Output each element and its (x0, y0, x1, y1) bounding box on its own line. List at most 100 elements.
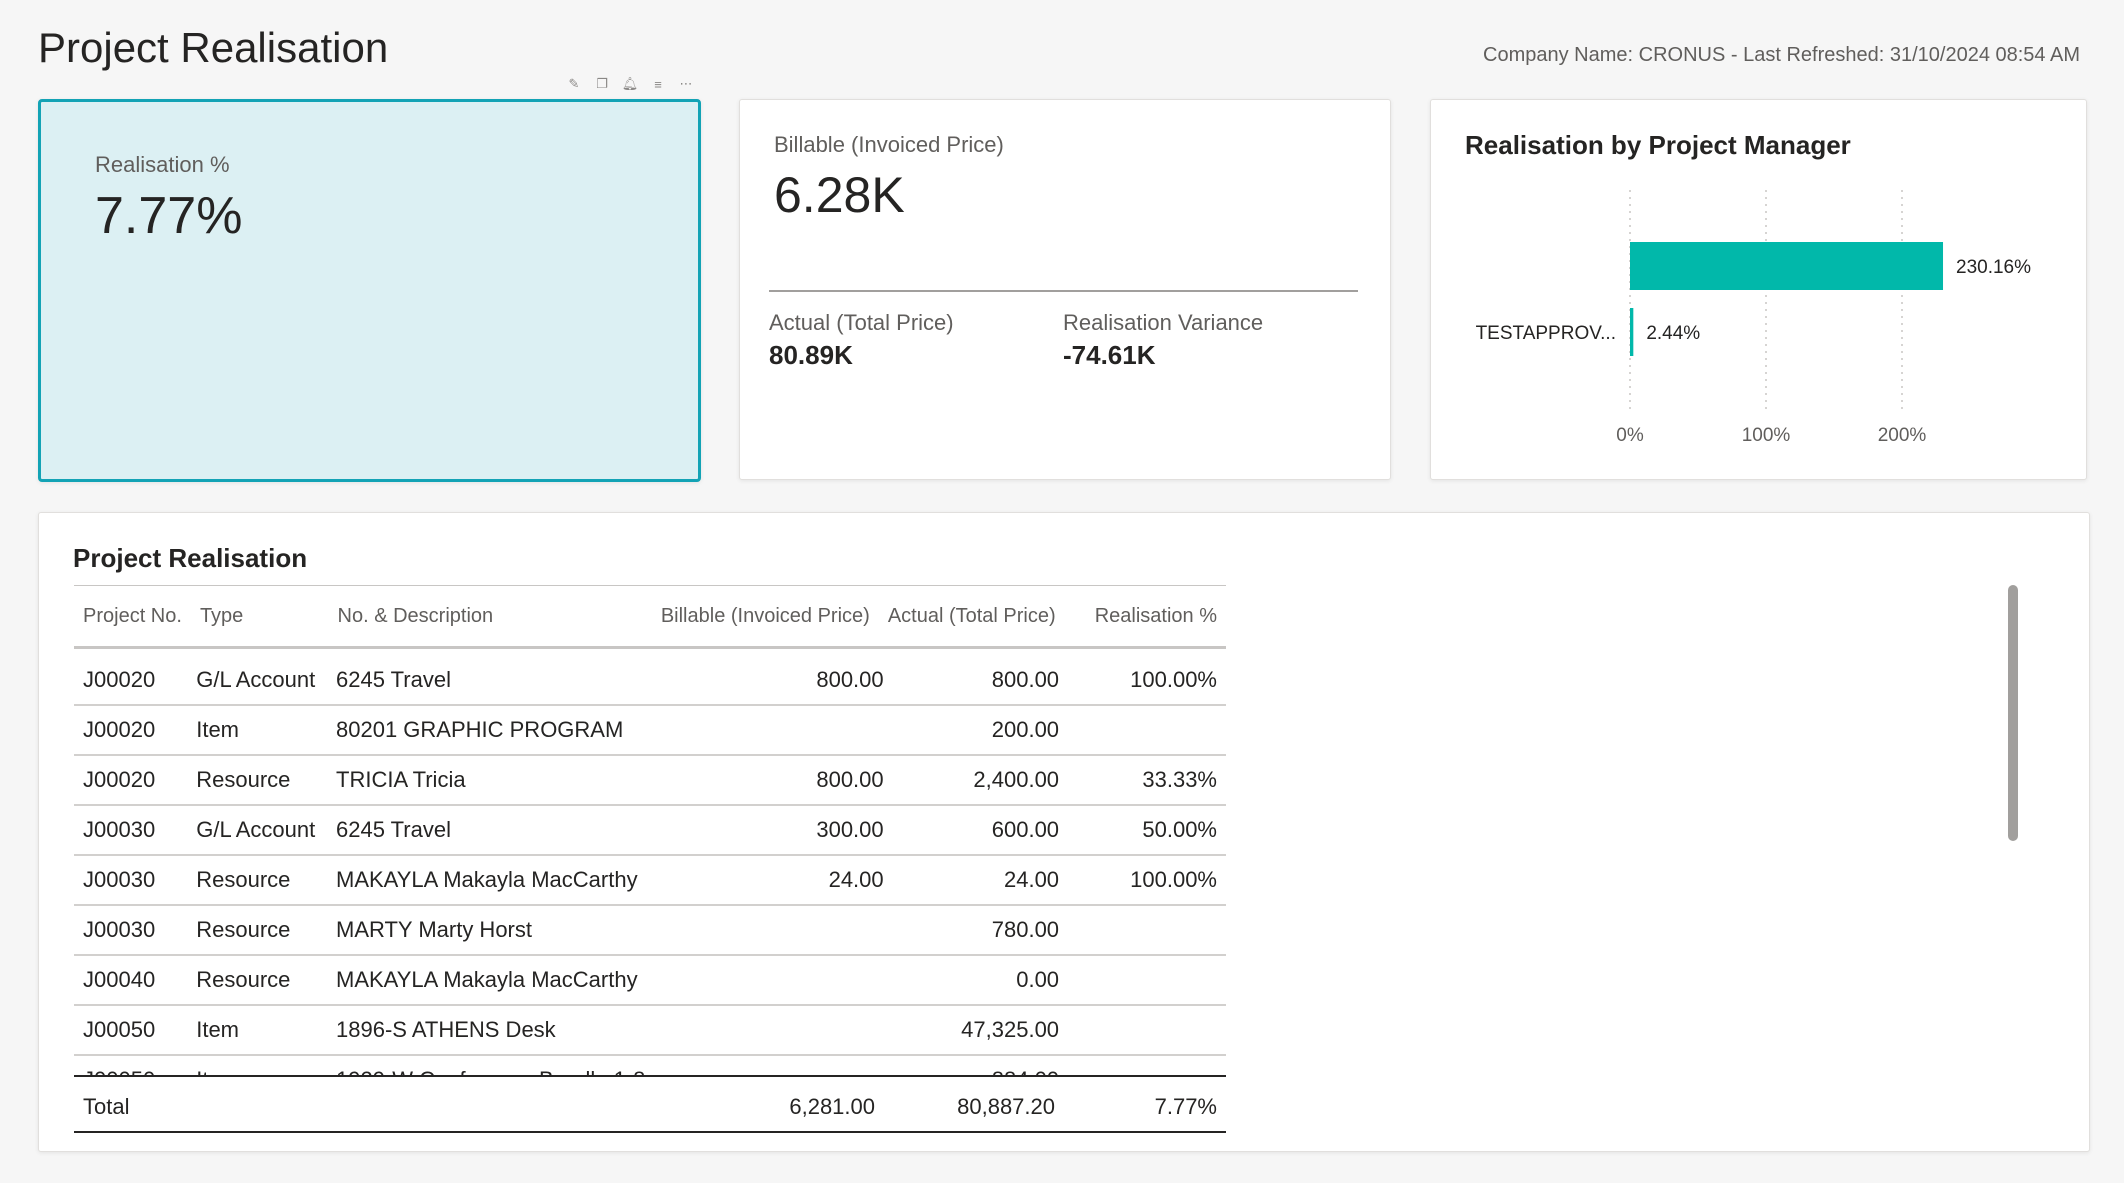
pin-icon[interactable]: ✎ (562, 73, 586, 95)
table-cell: J00030 (74, 805, 188, 856)
table-cell (654, 955, 893, 1006)
table-cell (654, 705, 893, 756)
table-cell: 800.00 (654, 649, 893, 706)
table-cell (654, 1055, 893, 1075)
table-cell (1068, 955, 1226, 1006)
column-header[interactable]: Type (190, 585, 329, 649)
table-cell: J00020 (74, 649, 188, 706)
page-title: Project Realisation (38, 24, 389, 71)
total-cell: 7.77% (1064, 1075, 1226, 1133)
table-cell: 100.00% (1068, 855, 1226, 906)
table-cell: Resource (187, 855, 327, 906)
table-cell: 884.00 (892, 1055, 1069, 1075)
column-header[interactable]: Actual (Total Price) (878, 585, 1065, 649)
total-cell: 6,281.00 (634, 1075, 884, 1133)
table-cell: 800.00 (892, 649, 1069, 706)
table-cell (1068, 705, 1226, 756)
table-cell: 6245 Travel (327, 805, 655, 856)
table-row[interactable]: J00050Item1929-W Conference Bundle 1-8 88… (74, 1055, 1226, 1075)
visual-toolbar: ✎ ❐ 🔔︎ ≡ ⋯ (562, 72, 698, 96)
project-table-total: Total 6,281.00 80,887.20 7.77% (74, 1075, 1226, 1133)
table-row[interactable]: J00040 Resource MAKAYLA Makayla MacCarthy 0… (74, 955, 1226, 1006)
table-row[interactable]: J00020 Resource TRICIA Tricia 800.00 2,400.0… (74, 755, 1226, 806)
table-cell (1068, 905, 1226, 956)
table-cell: 24.00 (654, 855, 893, 906)
table-cell: Item (187, 1055, 327, 1075)
kpi-card-realisation[interactable]: Realisation % 7.77% (38, 99, 701, 482)
table-cell: 800.00 (654, 755, 893, 806)
table-cell: Resource (187, 955, 327, 1006)
table-row[interactable]: J00020 Item 80201 GRAPHIC PROGRAM 200.00 (74, 705, 1226, 756)
table-cell: G/L Account (187, 805, 327, 856)
table-scrollbar[interactable] (2008, 585, 2018, 841)
filter-icon[interactable]: ≡ (646, 73, 670, 95)
chart-card-realisation-by-pm[interactable]: Realisation by Project Manager 0% 100% 200… (1430, 99, 2087, 480)
kpi-divider (769, 290, 1358, 292)
total-cell: 80,887.20 (884, 1075, 1064, 1133)
actual-value: 80.89K (769, 340, 853, 370)
total-cell (329, 1075, 634, 1133)
variance-value: -74.61K (1063, 340, 1156, 370)
table-row[interactable]: J00030 Resource MAKAYLA Makayla MacCarthy 2… (74, 855, 1226, 906)
data-label: 2.44% (1646, 323, 1700, 344)
table-cell: 600.00 (892, 805, 1069, 856)
billable-value: 6.28K (774, 167, 905, 223)
table-card-project-realisation[interactable]: Project Realisation Project No. Type No. &… (38, 512, 2090, 1152)
table-cell: Resource (187, 905, 327, 956)
data-label: 230.16% (1956, 257, 2031, 278)
total-cell: Total (74, 1075, 189, 1133)
more-options-icon[interactable]: ⋯ (674, 73, 698, 95)
column-header[interactable]: Billable (Invoiced Price) (629, 585, 879, 649)
table-row[interactable]: J00050 Item 1896-S ATHENS Desk 47,325.00 (74, 1005, 1226, 1056)
table-cell: 24.00 (892, 855, 1069, 906)
column-header[interactable]: Project No. (74, 585, 191, 649)
table-row[interactable]: J00020 G/L Account 6245 Travel 800.00 800.00… (74, 649, 1226, 706)
table-cell: 0.00 (892, 955, 1069, 1006)
table-cell: TRICIA Tricia (327, 755, 655, 806)
table-cell: MAKAYLA Makayla MacCarthy (327, 955, 655, 1006)
kpi-card-billable[interactable]: Billable (Invoiced Price) 6.28K Actual (… (739, 99, 1391, 480)
table-cell: 200.00 (892, 705, 1069, 756)
table-cell: J00050 (74, 1055, 188, 1075)
x-tick-label: 0% (1616, 425, 1644, 446)
table-cell: Item (187, 705, 327, 756)
table-cell (1068, 1005, 1226, 1056)
bar (1630, 242, 1944, 290)
actual-label: Actual (Total Price) (769, 310, 954, 335)
table-cell: J00030 (74, 905, 188, 956)
total-row: Total 6,281.00 80,887.20 7.77% (74, 1075, 1226, 1133)
kpi-value: 7.77% (95, 187, 243, 245)
variance-label: Realisation Variance (1063, 310, 1264, 335)
kpi-label: Realisation % (95, 152, 230, 177)
column-header[interactable]: No. & Description (328, 585, 630, 649)
chart-title: Realisation by Project Manager (1465, 130, 1851, 160)
bar (1630, 308, 1634, 356)
project-table-body: J00020 G/L Account 6245 Travel 800.00 800.00… (74, 649, 1226, 1075)
table-cell: 2,400.00 (892, 755, 1069, 806)
table-cell: G/L Account (187, 649, 327, 706)
table-cell: 300.00 (654, 805, 893, 856)
table-cell (654, 905, 893, 956)
table-cell: J00050 (74, 1005, 188, 1056)
x-tick-label: 200% (1878, 425, 1927, 446)
table-row[interactable]: J00030 Resource MARTY Marty Horst 780.00 (74, 905, 1226, 956)
company-info: Company Name: CRONUS - Last Refreshed: 3… (1483, 44, 2080, 66)
table-cell: Resource (187, 755, 327, 806)
table-cell: 1896-S ATHENS Desk (327, 1005, 655, 1056)
table-row[interactable]: J00030 G/L Account 6245 Travel 300.00 600.00… (74, 805, 1226, 856)
column-header[interactable]: Realisation % (1064, 585, 1226, 649)
table-cell: 47,325.00 (892, 1005, 1069, 1056)
table-cell: 50.00% (1068, 805, 1226, 856)
x-tick-label: 100% (1742, 425, 1791, 446)
copy-icon[interactable]: ❐ (590, 73, 614, 95)
project-table-header: Project No. Type No. & Description Billable… (74, 585, 1226, 649)
table-cell: MARTY Marty Horst (327, 905, 655, 956)
category-label: TESTAPPROV... (1476, 323, 1616, 344)
table-body-scroll[interactable]: J00020 G/L Account 6245 Travel 800.00 800.00… (74, 649, 1226, 1075)
table-cell: J00040 (74, 955, 188, 1006)
table-cell: 1929-W Conference Bundle 1-8 (327, 1055, 655, 1075)
bell-icon[interactable]: 🔔︎ (618, 73, 642, 95)
table-title: Project Realisation (73, 543, 308, 573)
table-wrap: Project No. Type No. & Description Billable… (74, 585, 1226, 1133)
total-cell (189, 1075, 329, 1133)
